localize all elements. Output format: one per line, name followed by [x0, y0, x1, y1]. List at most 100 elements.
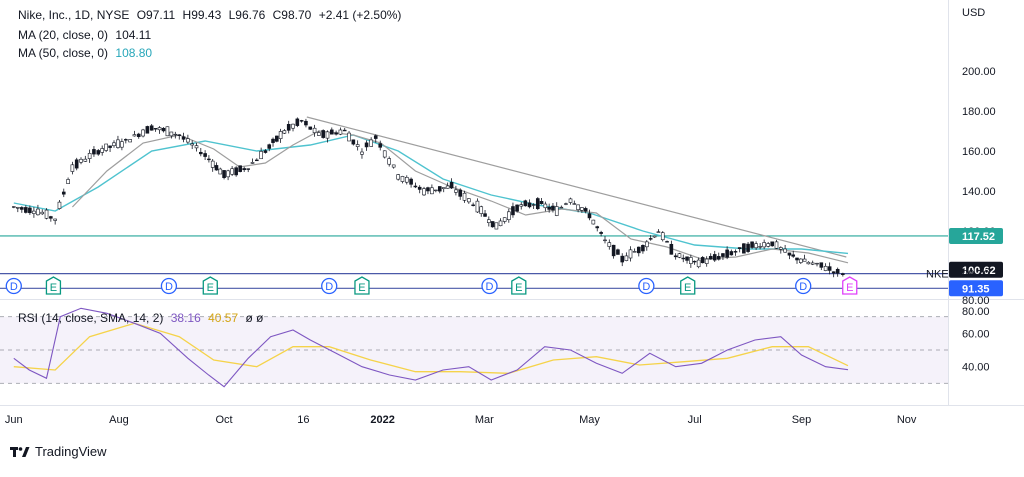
candle-up — [591, 219, 596, 225]
candle-down — [742, 243, 746, 254]
candle-down — [700, 257, 705, 264]
candle-up — [369, 139, 373, 147]
candle-up — [226, 170, 230, 178]
price-label-2: 98.70 — [962, 269, 990, 281]
rsi-legend[interactable]: RSI (14, close, SMA, 14, 2) 38.16 40.57 … — [18, 311, 263, 325]
candle-down — [587, 213, 592, 219]
candle-up — [157, 127, 162, 131]
currency-label: USD — [962, 7, 985, 19]
ma50-legend[interactable]: MA (50, close, 0) 108.80 — [18, 46, 152, 60]
candle-up — [132, 134, 137, 137]
candle-up — [766, 243, 770, 247]
candle-down — [831, 271, 836, 274]
candle-up — [783, 248, 787, 253]
price-tick-5: 180.00 — [962, 106, 996, 118]
candle-up — [169, 131, 174, 137]
candle-up — [603, 239, 607, 242]
earnings-marker-5 — [842, 276, 858, 295]
candle-up — [387, 158, 391, 165]
candle-down — [207, 158, 211, 161]
candle-down — [547, 206, 551, 210]
candle-up — [278, 131, 283, 139]
candle-down — [304, 120, 308, 126]
candle-down — [351, 139, 356, 145]
price-label-1: 100.62 — [962, 265, 996, 277]
rsi-ma-value: 40.57 — [208, 311, 239, 325]
candle-down — [161, 127, 166, 132]
candle-up — [758, 246, 762, 248]
candle-down — [729, 251, 734, 256]
candle-down — [242, 168, 246, 171]
price-label-box-3 — [949, 280, 1003, 297]
ohlc-low: L96.76 — [228, 8, 266, 22]
candle-up — [100, 148, 104, 153]
candle-up — [104, 143, 108, 151]
trendline — [306, 116, 847, 258]
time-tick-2: Oct — [216, 414, 233, 426]
candle-up — [430, 187, 434, 195]
candle-down — [725, 249, 729, 258]
candle-down — [409, 178, 413, 185]
candle-up — [810, 262, 815, 265]
candle-down — [737, 247, 742, 249]
time-tick-9: Nov — [897, 414, 917, 426]
candle-down — [708, 255, 713, 260]
tradingview-footer[interactable]: TradingView — [10, 444, 107, 459]
candle-down — [685, 256, 689, 261]
candle-down — [458, 189, 463, 197]
candle-up — [568, 198, 573, 203]
candle-up — [396, 174, 400, 180]
candle-down — [136, 133, 141, 137]
symbol-legend: Nike, Inc., 1D, NYSE O97.11 H99.43 L96.7… — [18, 8, 401, 22]
candle-down — [791, 254, 796, 257]
candle-up — [494, 222, 499, 230]
time-tick-7: Jul — [688, 414, 702, 426]
candle-up — [325, 131, 330, 139]
candle-up — [32, 210, 36, 214]
candle-down — [364, 142, 369, 148]
candle-down — [222, 170, 226, 178]
candle-down — [20, 207, 24, 210]
earnings-label-0: E — [50, 282, 57, 294]
candle-down — [673, 255, 678, 258]
candle-down — [692, 260, 697, 263]
candle-up — [250, 162, 255, 164]
candle-down — [413, 185, 418, 188]
candle-down — [716, 256, 721, 260]
ma20-legend[interactable]: MA (20, close, 0) 104.11 — [18, 28, 151, 42]
time-tick-3: 16 — [297, 414, 309, 426]
candle-down — [611, 244, 616, 257]
price-change: +2.41 (+2.50%) — [318, 8, 402, 22]
earnings-marker-2 — [354, 276, 370, 295]
dividend-marker-1 — [160, 277, 178, 295]
price-tick-0: 80.00 — [962, 306, 990, 318]
candle-down — [426, 187, 430, 192]
candle-up — [190, 143, 194, 146]
candle-down — [271, 138, 275, 143]
candle-up — [802, 258, 807, 262]
price-label-box-1 — [949, 261, 1003, 278]
candle-down — [321, 130, 325, 138]
candle-up — [799, 258, 803, 263]
candle-up — [779, 247, 783, 250]
symbol-tag: NKE — [926, 269, 949, 281]
symbol-title: Nike, Inc., 1D, NYSE — [18, 8, 130, 22]
candle-up — [338, 129, 343, 135]
candle-down — [255, 159, 259, 162]
candle-down — [641, 245, 645, 252]
candle-down — [583, 208, 588, 212]
dividend-marker-3 — [481, 277, 498, 295]
candle-down — [342, 129, 347, 132]
candle-down — [181, 136, 186, 140]
candle-up — [83, 158, 88, 162]
ma50-line — [13, 134, 849, 255]
time-tick-1: Aug — [109, 414, 129, 426]
candle-up — [70, 164, 75, 172]
candle-down — [483, 213, 487, 217]
candle-up — [36, 208, 40, 216]
candle-up — [624, 255, 629, 261]
candle-down — [275, 135, 279, 142]
candle-up — [754, 243, 758, 249]
